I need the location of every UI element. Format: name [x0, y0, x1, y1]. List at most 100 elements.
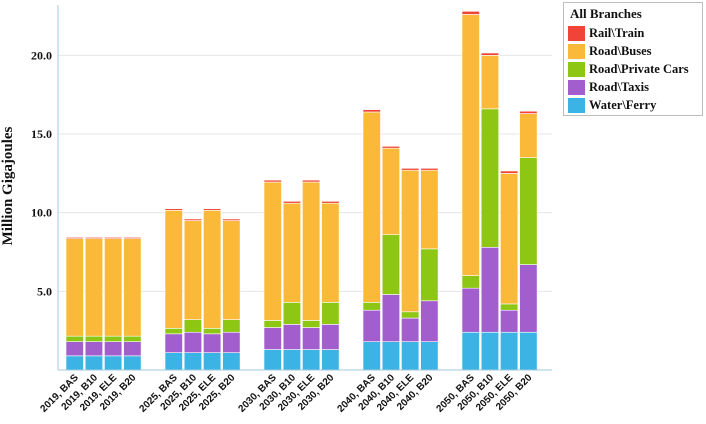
bar-segment — [65, 335, 84, 342]
bar-segment — [302, 179, 321, 183]
bar-segment — [65, 237, 84, 239]
bar-segment — [321, 201, 340, 204]
bar-segment — [461, 10, 480, 15]
bar-segment — [84, 341, 103, 357]
legend: All Branches Rail\Train Road\Buses Road\… — [563, 2, 703, 116]
bar-segment — [401, 317, 420, 342]
bar-segment — [500, 173, 519, 305]
y-axis-label: Million Gigajoules — [0, 126, 16, 245]
legend-item-rail-train[interactable]: Rail\Train — [568, 25, 644, 42]
bar-segment — [282, 302, 302, 325]
legend-swatch — [568, 26, 585, 41]
legend-item-road-buses[interactable]: Road\Buses — [568, 43, 652, 60]
bar-segment — [222, 331, 241, 353]
bar-segment — [401, 168, 420, 171]
bar-segment — [500, 331, 519, 371]
bar-segment — [302, 320, 321, 328]
legend-label: Water\Ferry — [589, 98, 657, 112]
bar-segment — [302, 327, 321, 350]
bar-segment — [362, 341, 381, 371]
bar-segment — [381, 147, 401, 235]
bar-segment — [104, 238, 123, 337]
bar-segment — [480, 108, 500, 248]
legend-swatch — [568, 80, 585, 95]
bar-segment — [500, 309, 519, 333]
bar-segment — [480, 55, 500, 110]
bar-segment — [65, 355, 84, 371]
bar-segment — [381, 234, 401, 295]
legend-label: Road\Private Cars — [589, 62, 689, 76]
bar-segment — [263, 181, 282, 321]
bar-segment — [519, 113, 538, 158]
bar-segment — [321, 202, 340, 303]
legend-swatch — [568, 62, 585, 77]
bar-segment — [164, 208, 183, 211]
y-tick-label: 5.0 — [37, 284, 52, 298]
bar-segment — [222, 220, 241, 320]
bar-segment — [222, 218, 241, 221]
bar-segment — [164, 352, 183, 371]
bars — [65, 10, 538, 371]
bar-segment — [222, 352, 241, 371]
bar-segment — [183, 331, 202, 353]
bar-segment — [84, 237, 103, 239]
legend-label: Rail\Train — [589, 26, 645, 40]
bar-segment — [263, 349, 282, 371]
bar-segment — [104, 341, 123, 357]
y-tick-label: 15.0 — [31, 127, 52, 141]
bar-segment — [203, 328, 222, 335]
bar-segment — [203, 333, 222, 353]
bar-segment — [203, 210, 222, 329]
bar-segment — [480, 52, 500, 56]
bar-segment — [302, 349, 321, 371]
y-tick-label: 20.0 — [31, 48, 52, 62]
bar-segment — [480, 246, 500, 333]
bar-segment — [321, 324, 340, 350]
bar-segment — [420, 248, 439, 302]
bar-segment — [183, 220, 202, 320]
bar-segment — [519, 110, 538, 114]
bar-segment — [203, 352, 222, 371]
bar-segment — [104, 237, 123, 239]
bar-segment — [263, 320, 282, 328]
bar-segment — [282, 349, 302, 371]
y-tick-labels: 5.0 10.0 15.0 20.0 — [31, 48, 52, 298]
bar-segment — [420, 169, 439, 250]
bar-segment — [104, 335, 123, 342]
bar-segment — [381, 145, 401, 149]
bar-segment — [420, 341, 439, 371]
bar-segment — [362, 302, 381, 311]
bar-segment — [282, 324, 302, 350]
bar-segment — [519, 331, 538, 371]
bar-segment — [183, 319, 202, 333]
y-tick-label: 10.0 — [31, 206, 52, 220]
bar-segment — [282, 201, 302, 204]
bar-segment — [362, 111, 381, 303]
bar-segment — [164, 333, 183, 353]
bar-segment — [401, 341, 420, 371]
bar-segment — [123, 237, 142, 239]
bar-segment — [519, 157, 538, 265]
bar-segment — [203, 208, 222, 211]
legend-item-water-ferry[interactable]: Water\Ferry — [568, 97, 656, 114]
bar-segment — [282, 202, 302, 303]
bar-segment — [381, 341, 401, 371]
bar-segment — [164, 328, 183, 335]
bar-segment — [302, 181, 321, 321]
bar-segment — [222, 319, 241, 333]
bar-segment — [401, 311, 420, 319]
bar-segment — [461, 14, 480, 276]
legend-item-road-taxis[interactable]: Road\Taxis — [568, 79, 649, 96]
bar-segment — [461, 331, 480, 371]
bar-segment — [461, 275, 480, 289]
bar-segment — [84, 335, 103, 342]
bar-segment — [321, 302, 340, 325]
bar-segment — [519, 264, 538, 333]
bar-segment — [65, 341, 84, 357]
bar-segment — [164, 210, 183, 329]
bar-segment — [123, 341, 142, 357]
legend-item-road-private-cars[interactable]: Road\Private Cars — [568, 61, 689, 78]
bar-segment — [183, 352, 202, 371]
